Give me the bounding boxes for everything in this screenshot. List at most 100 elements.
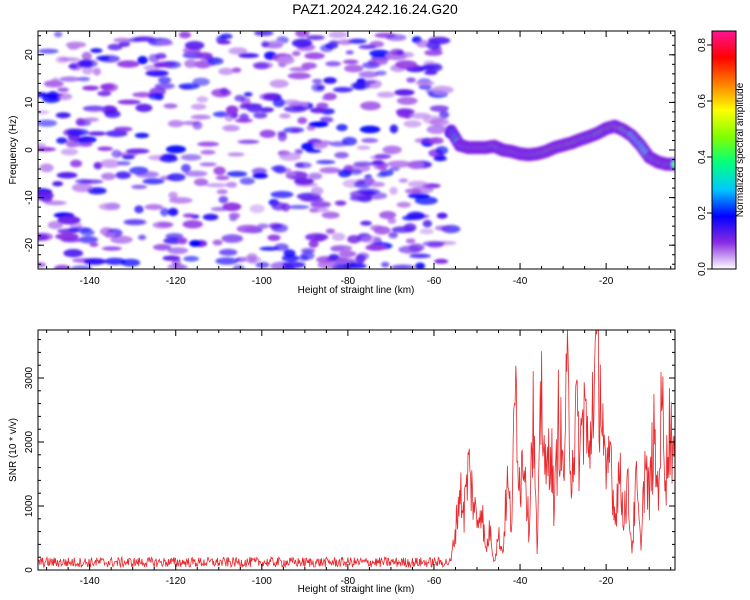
y-tick-label: 20 [24, 49, 35, 61]
heatmap-cell [295, 31, 310, 38]
heatmap-cell [190, 114, 211, 120]
heatmap-cell [261, 40, 270, 48]
heatmap-cell [672, 162, 675, 167]
y-tick-label: 1000 [24, 494, 35, 517]
heatmap-cell [192, 120, 203, 130]
heatmap-cell [192, 77, 210, 86]
heatmap-cell [113, 37, 132, 43]
heatmap-cell [361, 235, 382, 244]
heatmap-cell [212, 239, 223, 246]
colorbar-tick-label: 0.6 [697, 94, 708, 108]
heatmap-cell [345, 50, 354, 55]
heatmap-cell [406, 77, 416, 83]
heatmap-cell [273, 164, 287, 174]
heatmap-cell [215, 175, 230, 181]
heatmap-cell [44, 200, 67, 206]
heatmap-cell [222, 124, 240, 132]
x-tick-label: -120 [166, 276, 186, 287]
heatmap-cell [435, 145, 449, 155]
heatmap-cell [265, 40, 284, 49]
heatmap-cell [287, 72, 311, 80]
x-tick-label: -140 [80, 576, 100, 587]
heatmap-cell [243, 92, 253, 97]
heatmap-cell [134, 132, 150, 139]
heatmap-cell [83, 258, 107, 265]
heatmap-cell [356, 145, 371, 150]
heatmap-cell [358, 71, 379, 78]
heatmap-cell [279, 152, 301, 161]
heatmap-cell [153, 244, 172, 251]
heatmap-cell [38, 119, 58, 127]
heatmap-cell [283, 265, 296, 269]
heatmap-cell [66, 128, 89, 136]
heatmap-cell [357, 187, 380, 195]
heatmap-cell [232, 264, 245, 269]
heatmap-cell [184, 59, 197, 69]
heatmap-cell [163, 103, 178, 109]
colorbar-ticks: 0.0 0.2 0.4 0.6 0.8 [697, 38, 712, 276]
heatmap-cell [344, 64, 364, 73]
heatmap-cell [253, 112, 268, 119]
heatmap-cell [361, 138, 379, 143]
spectrogram-heatmap [38, 31, 675, 269]
heatmap-cell [424, 49, 443, 56]
heatmap-cell [182, 213, 196, 218]
heatmap-cell [242, 103, 263, 108]
heatmap-cell [353, 161, 374, 167]
heatmap-cell [271, 201, 286, 211]
heatmap-cell [267, 234, 281, 241]
heatmap-cell [334, 151, 349, 159]
heatmap-cell [39, 163, 54, 173]
colorbar: 0.0 0.2 0.4 0.6 0.8 Normalized spectral ampl… [697, 30, 746, 276]
heatmap-cell [428, 137, 444, 145]
x-tick-label: -40 [513, 576, 528, 587]
heatmap-cell [220, 33, 233, 40]
heatmap-cell [79, 179, 104, 184]
snr-frame [37, 329, 676, 571]
heatmap-cell [125, 148, 150, 154]
heatmap-cell [358, 79, 377, 85]
figure-title: PAZ1.2024.242.16.24.G20 [292, 1, 458, 17]
heatmap-cell [47, 220, 64, 230]
heatmap-cell [381, 261, 390, 268]
heatmap-cell [207, 57, 224, 66]
heatmap-cell [117, 60, 140, 68]
heatmap-cell [218, 248, 238, 256]
heatmap-cell [276, 55, 295, 65]
heatmap-cell [196, 96, 209, 103]
heatmap-cell [153, 62, 170, 68]
heatmap-cell [338, 250, 357, 258]
heatmap-cell [82, 117, 100, 122]
x-tick-label: -100 [252, 576, 272, 587]
heatmap-cell [52, 181, 64, 187]
heatmap-cell [115, 171, 131, 180]
heatmap-cell [422, 240, 446, 247]
heatmap-cell [132, 36, 156, 42]
heatmap-cell [148, 93, 164, 100]
heatmap-cell [257, 223, 269, 229]
heatmap-cell [92, 67, 102, 76]
heatmap-cell [407, 160, 425, 170]
heatmap-cell [310, 186, 324, 196]
heatmap-cell [78, 235, 98, 244]
heatmap-cell [271, 223, 288, 233]
heatmap-cell [234, 118, 253, 123]
heatmap-cell [395, 108, 415, 115]
heatmap-cell [101, 246, 122, 251]
heatmap-cell [158, 76, 172, 84]
heatmap-cell [227, 152, 245, 157]
heatmap-cell [407, 193, 430, 199]
heatmap-cell [291, 50, 301, 57]
heatmap-cell [334, 200, 347, 206]
heatmap-cell [184, 170, 208, 177]
heatmap-cell [81, 51, 92, 61]
heatmap-cell [387, 217, 397, 224]
heatmap-cell [259, 93, 278, 101]
heatmap-cell [409, 112, 431, 119]
heatmap-cell [347, 235, 361, 244]
heatmap-cell [239, 177, 255, 185]
heatmap-cell [90, 48, 103, 53]
heatmap-cell [237, 139, 260, 144]
heatmap-cell [152, 221, 173, 229]
heatmap-cell [213, 166, 226, 176]
